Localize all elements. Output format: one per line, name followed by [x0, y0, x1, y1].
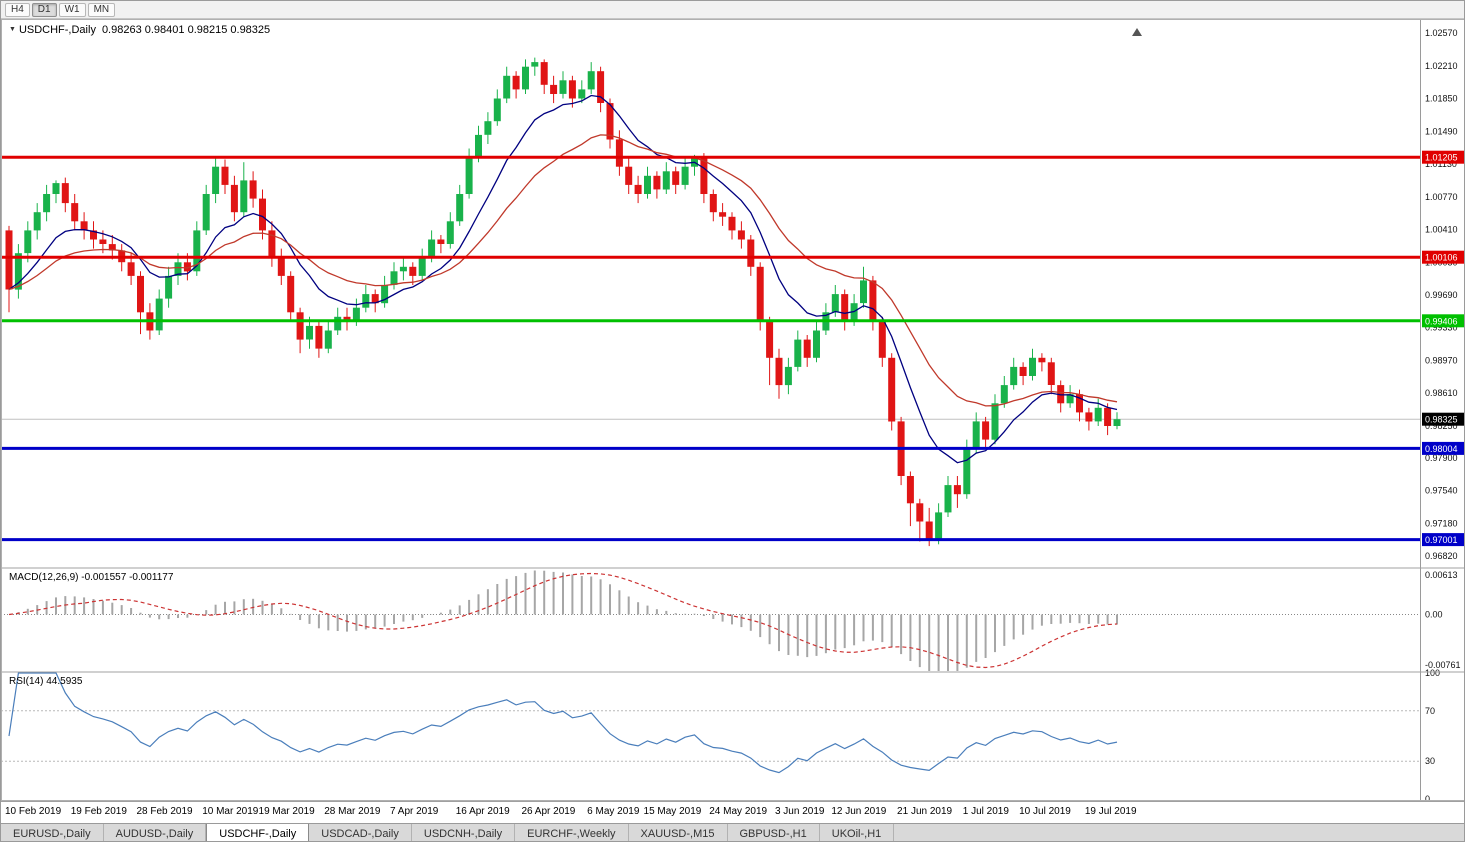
svg-text:0.00: 0.00	[1425, 610, 1443, 620]
date-tick-label: 21 Jun 2019	[897, 806, 953, 817]
svg-text:1.00770: 1.00770	[1425, 192, 1458, 202]
svg-text:0.98970: 0.98970	[1425, 356, 1458, 366]
ma-slow-line	[8, 134, 1118, 407]
svg-text:0.00613: 0.00613	[1425, 570, 1458, 580]
date-tick-label: 28 Mar 2019	[324, 806, 381, 817]
ohlc-values: 0.98263 0.98401 0.98215 0.98325	[101, 24, 271, 36]
symbol-timeframe-label: USDCHF-,Daily	[18, 24, 96, 36]
svg-text:0.98004: 0.98004	[1425, 444, 1458, 454]
bottom-tab-usdcnh-daily[interactable]: USDCNH-,Daily	[411, 824, 516, 841]
svg-text:70: 70	[1425, 706, 1435, 716]
date-tick-label: 15 May 2019	[643, 806, 702, 817]
svg-text:1.02570: 1.02570	[1425, 28, 1458, 38]
level-price-label	[1422, 441, 1464, 455]
svg-text:0.98610: 0.98610	[1425, 388, 1458, 398]
bottom-tab-gbpusd-h1[interactable]: GBPUSD-,H1	[727, 824, 820, 841]
bottom-tab-usdcad-daily[interactable]: USDCAD-,Daily	[309, 824, 412, 841]
date-tick-label: 10 Jul 2019	[1019, 806, 1071, 817]
bottom-tab-usdchf-daily[interactable]: USDCHF-,Daily	[206, 824, 310, 841]
svg-text:0.97900: 0.97900	[1425, 453, 1458, 463]
svg-text:0: 0	[1425, 794, 1430, 801]
chart-frame	[1, 19, 1464, 801]
current-price-label	[1422, 412, 1464, 426]
date-axis[interactable]: 10 Feb 2019 19 Feb 2019 28 Feb 2019 10 Mar …	[1, 801, 1464, 823]
svg-text:1.02210: 1.02210	[1425, 61, 1458, 71]
svg-text:0.97001: 0.97001	[1425, 535, 1458, 545]
rsi-indicator-label: RSI(14) 44.5935	[9, 676, 82, 688]
timeframe-button-w1[interactable]: W1	[58, 2, 86, 17]
rsi-value: 44.5935	[46, 676, 83, 687]
timeframe-button-d1[interactable]: D1	[31, 2, 57, 17]
svg-text:30: 30	[1425, 756, 1435, 766]
rsi-name: RSI(14)	[9, 676, 44, 687]
bottom-tab-eurusd-daily[interactable]: EURUSD-,Daily	[1, 824, 104, 841]
svg-text:-0.00761: -0.00761	[1425, 660, 1461, 670]
svg-text:1.01130: 1.01130	[1425, 159, 1457, 169]
svg-text:0.96820: 0.96820	[1425, 551, 1458, 561]
date-tick-label: 24 May 2019	[709, 806, 768, 817]
date-tick-label: 16 Apr 2019	[455, 806, 510, 817]
timeframe-toolbar: H4 D1 W1 MN	[1, 1, 1464, 19]
svg-text:1.01850: 1.01850	[1425, 94, 1458, 104]
symbol-dropdown-icon[interactable]: ▼	[9, 26, 16, 34]
svg-text:0.97180: 0.97180	[1425, 518, 1458, 528]
svg-text:0.99406: 0.99406	[1425, 316, 1458, 326]
svg-text:1.01490: 1.01490	[1425, 126, 1458, 136]
date-tick-label: 10 Mar 2019	[202, 806, 259, 817]
macd-signal-value: -0.001177	[129, 572, 174, 583]
svg-text:0.98325: 0.98325	[1425, 415, 1458, 425]
rsi-axis: 100 70 30 0	[1425, 668, 1440, 801]
candles-layer	[5, 57, 1121, 547]
rsi-line	[8, 672, 1118, 774]
svg-text:1.00410: 1.00410	[1425, 225, 1458, 235]
date-tick-label: 26 Apr 2019	[521, 806, 576, 817]
bottom-tab-ukoil-h1[interactable]: UKOil-,H1	[819, 824, 895, 841]
timeframe-button-mn[interactable]: MN	[87, 2, 116, 17]
level-price-label	[1422, 250, 1464, 264]
date-tick-label: 12 Jun 2019	[831, 806, 887, 817]
level-price-label	[1422, 150, 1464, 164]
price-chart-pane[interactable]: 1.02570 1.02210 1.01850 1.01490 1.01130 1.007…	[1, 19, 1464, 801]
macd-axis: 0.00613 0.00 -0.00761	[1425, 570, 1461, 670]
date-tick-label: 19 Jul 2019	[1084, 806, 1137, 817]
macd-name: MACD(12,26,9)	[9, 572, 79, 583]
date-tick-label: 1 Jul 2019	[962, 806, 1009, 817]
chart-background	[1, 19, 1464, 801]
level-price-label	[1422, 533, 1464, 547]
svg-text:0.99330: 0.99330	[1425, 323, 1458, 333]
date-tick-label: 19 Feb 2019	[70, 806, 127, 817]
bottom-tab-audusd-daily[interactable]: AUDUSD-,Daily	[103, 824, 207, 841]
bottom-tab-xauusd-m15[interactable]: XAUUSD-,M15	[628, 824, 728, 841]
level-price-label	[1422, 314, 1464, 328]
macd-histogram	[17, 570, 1118, 671]
bottom-tab-eurchf-weekly[interactable]: EURCHF-,Weekly	[515, 824, 629, 841]
svg-text:0.99690: 0.99690	[1425, 290, 1458, 300]
svg-text:0.98250: 0.98250	[1425, 421, 1458, 431]
svg-text:0.97540: 0.97540	[1425, 486, 1458, 496]
date-tick-label: 28 Feb 2019	[136, 806, 193, 817]
chart-shift-marker-icon[interactable]	[1132, 28, 1142, 36]
date-tick-label: 3 Jun 2019	[774, 806, 825, 817]
date-tick-label: 10 Feb 2019	[5, 806, 62, 817]
macd-signal-line	[8, 572, 1118, 669]
macd-main-value: -0.001557	[81, 572, 127, 583]
chart-tab-bar: EURUSD-,Daily AUDUSD-,Daily USDCHF-,Daily U…	[1, 823, 1464, 841]
timeframe-button-h4[interactable]: H4	[5, 2, 30, 17]
ma-fast-line	[8, 94, 1118, 464]
date-tick-label: 19 Mar 2019	[258, 806, 315, 817]
svg-text:1.00106: 1.00106	[1425, 253, 1458, 263]
macd-indicator-label: MACD(12,26,9) -0.001557 -0.001177	[9, 572, 173, 584]
chart-title: ▼ USDCHF-,Daily 0.98263 0.98401 0.98215 0.…	[9, 24, 270, 36]
svg-text:1.01205: 1.01205	[1425, 153, 1458, 163]
date-tick-label: 7 Apr 2019	[389, 806, 439, 817]
svg-text:100: 100	[1425, 668, 1440, 678]
date-tick-label: 6 May 2019	[587, 806, 640, 817]
